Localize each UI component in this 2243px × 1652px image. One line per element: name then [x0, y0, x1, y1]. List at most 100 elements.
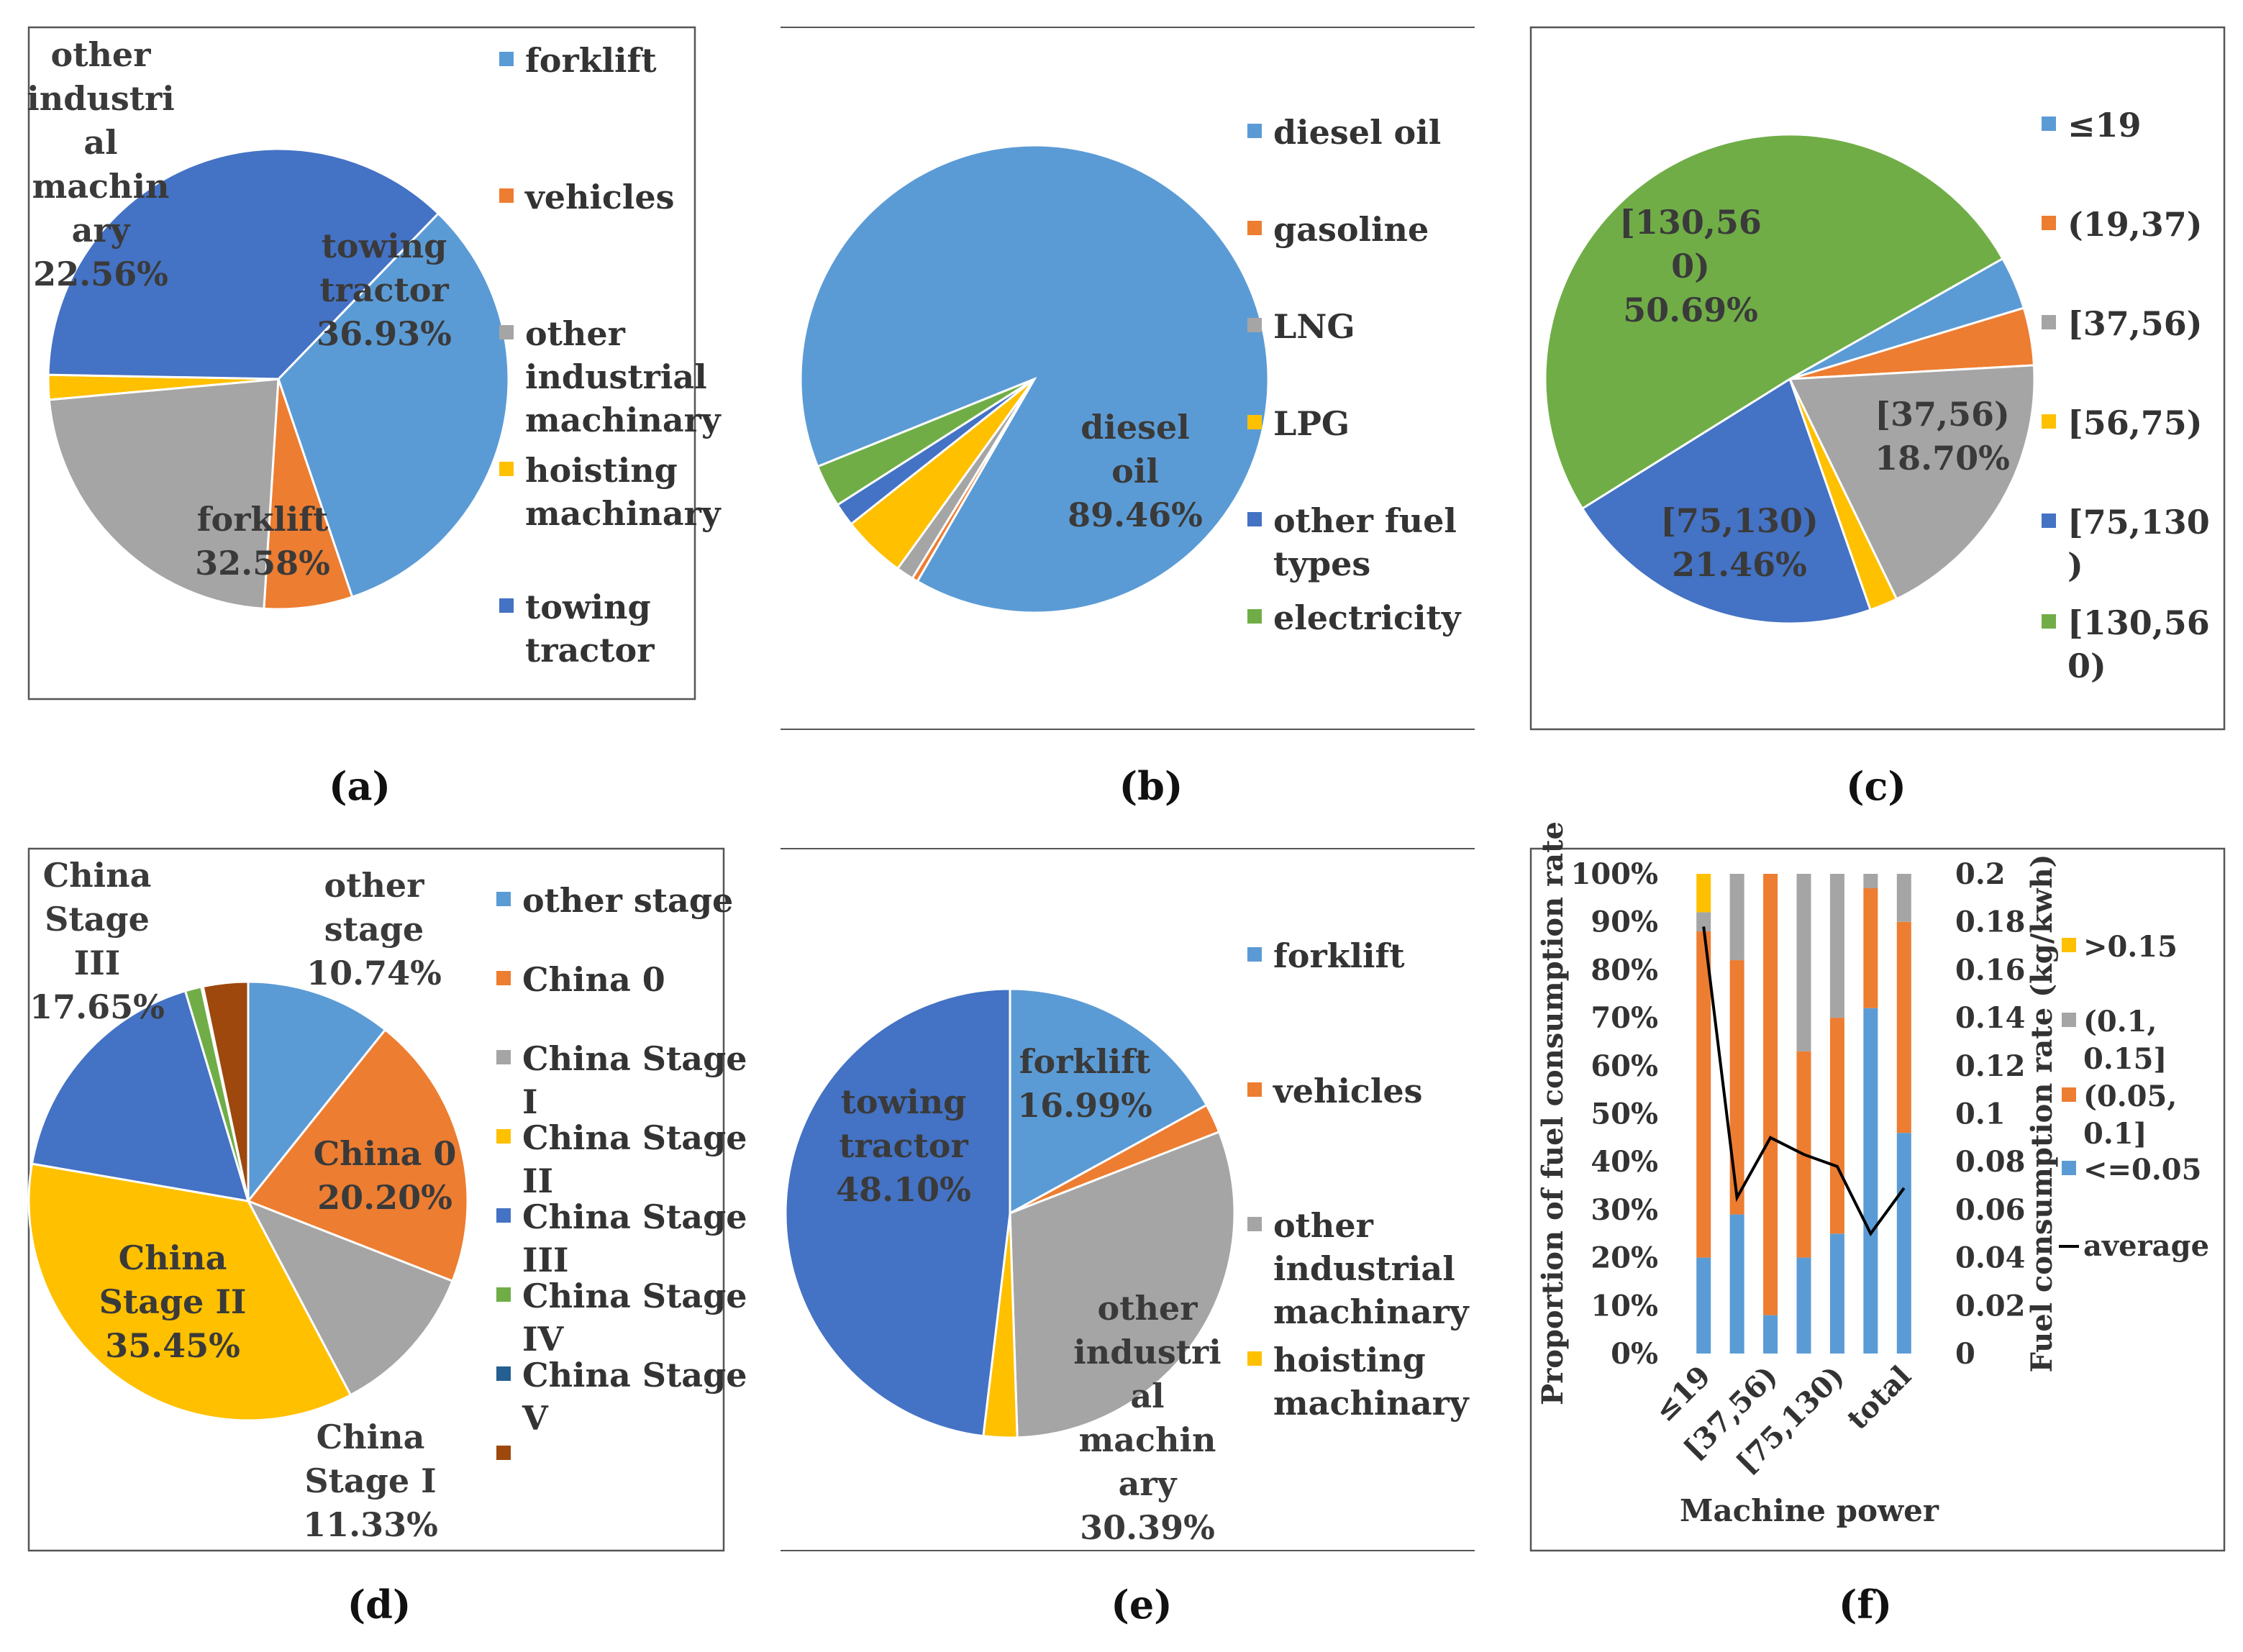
- panel-d-legend-swatch-1: [496, 971, 511, 985]
- panel-d-slice-1: [246, 1028, 469, 1283]
- panel-e-legend-label-3-line-0: hoisting: [1273, 1341, 1426, 1379]
- panel-c-data-label-2-line-0: [37,56): [1875, 395, 2010, 434]
- panel-d-slice-7: [201, 980, 250, 1202]
- panel-f-legend-label-1-line-1: 0.15]: [2083, 1042, 2167, 1076]
- panel-f-legend-swatch-1: [2062, 1013, 2076, 1027]
- panel-f-legend-swatch-2: [2062, 1087, 2076, 1102]
- panel-e-legend-label-2-line-1: industrial: [1273, 1249, 1455, 1288]
- panel-d-data-label-0-line-1: stage: [324, 910, 424, 949]
- panel-d-legend-swatch-3: [496, 1129, 511, 1144]
- panel-e-slice-4: [784, 987, 1011, 1438]
- panel-e-data-label-2-line-4: ary: [1119, 1464, 1178, 1503]
- panel-c-chart: [37,56) 18.70% [75,130) 21.46% [130,56 0) 50.6…: [1529, 26, 2226, 731]
- panel-d-data-label-2-line-1: Stage I: [304, 1461, 436, 1500]
- panel-e-legend-swatch-1: [1247, 1082, 1262, 1097]
- panel-c-data-label-5-line-0: [130,56: [1619, 203, 1762, 242]
- panel-c-legend-swatch-4: [2042, 514, 2056, 528]
- panel-f-average-line: [1702, 926, 1906, 1237]
- panel-c-legend-swatch-5: [2042, 614, 2056, 629]
- panel-d-legend-swatch-6: [496, 1366, 511, 1381]
- panel-e-slice-0: [1009, 987, 1209, 1215]
- panel-f-bar-0-series-1: [1696, 931, 1711, 1258]
- panel-d-data-label-2-line-0: China: [317, 1418, 425, 1456]
- panel-a-legend-label-4-line-0: towing: [525, 588, 651, 626]
- panel-f-xlabel: Machine power: [1680, 1493, 1939, 1528]
- panel-b-legend-swatch-2: [1247, 318, 1262, 332]
- panel-f-bar-1-series-0: [1729, 1214, 1744, 1354]
- panel-f-bar-3-series-0: [1796, 1257, 1811, 1354]
- panel-a-data-label-2-line-0: other: [51, 35, 152, 74]
- panel-f-legend-swatch-0: [2062, 938, 2076, 952]
- panel-d-legend-label-2-line-0: China Stage: [522, 1039, 747, 1078]
- panel-d-slice-3: [27, 1162, 352, 1422]
- panel-f-y2label: Fuel consumption rate (kg/kwh): [2025, 854, 2059, 1373]
- panel-d-legend-swatch-0: [496, 892, 511, 906]
- panel-a-data-label-4-line-0: towing: [322, 227, 447, 265]
- panel-b-data-label-0-line-1: oil: [1111, 452, 1159, 490]
- panel-f-bar-4-series-2: [1829, 874, 1844, 1018]
- panel-e-legend-swatch-3: [1247, 1351, 1262, 1366]
- panel-d-legend-swatch-5: [496, 1287, 511, 1302]
- panel-d-legend-label-1-line-0: China 0: [522, 960, 665, 999]
- panel-f-bar-4-series-1: [1829, 1018, 1844, 1234]
- panel-c-slice-2: [1788, 364, 2036, 601]
- panel-d-data-label-0-line-2: 10.74%: [306, 954, 442, 992]
- panel-a-legend-swatch-1: [499, 188, 514, 203]
- panel-d-data-label-1-line-0: China 0: [314, 1134, 457, 1173]
- panel-e-legend-label-1-line-0: vehicles: [1273, 1072, 1423, 1110]
- panel-f-legend-label-1-line-0: (0.1,: [2083, 1005, 2157, 1039]
- panel-d-legend-swatch-4: [496, 1208, 511, 1223]
- panel-f-frame: [1529, 847, 2226, 1552]
- panel-d-data-label-3-line-2: 35.45%: [105, 1326, 240, 1365]
- panel-f-bar-0-series-3: [1696, 874, 1711, 913]
- panel-f-bar-1-series-1: [1729, 960, 1744, 1215]
- panel-c-data-label-5-line-2: 50.69%: [1623, 291, 1758, 329]
- panel-a-legend-label-2-line-1: industrial: [525, 357, 707, 396]
- panel-f-bar-3-series-2: [1796, 874, 1811, 1051]
- panel-b-legend-label-2-line-0: LNG: [1273, 307, 1355, 346]
- panel-f-y2tick-3: 0.06: [1955, 1193, 2025, 1227]
- panel-f-ytick-10: 100%: [1570, 857, 1658, 891]
- caption-b: (b): [1119, 763, 1183, 809]
- caption-e: (e): [1111, 1582, 1172, 1628]
- panel-e-chart: forklift16.99%otherindustrialmachinary30…: [781, 848, 1475, 1551]
- panel-d-data-label-4-line-0: China: [43, 856, 152, 895]
- panel-f-ytick-0: 0%: [1611, 1337, 1658, 1371]
- panel-d-legend-label-5-line-1: IV: [522, 1320, 565, 1359]
- panel-a-slice-2: [47, 378, 280, 610]
- caption-d: (d): [347, 1582, 411, 1628]
- panel-f-y2tick-8: 0.16: [1955, 953, 2025, 987]
- panel-a-legend-label-2-line-0: other: [525, 314, 626, 353]
- panel-e-slice-2: [1009, 1130, 1236, 1439]
- panel-a-legend-swatch-4: [499, 598, 514, 613]
- panel-f-bar-0-series-0: [1696, 1257, 1711, 1354]
- panel-d-legend-label-0-line-0: other stage: [522, 881, 733, 920]
- panel-c-legend-label-2-line-0: [37,56): [2067, 304, 2203, 343]
- caption-a: (a): [329, 763, 391, 809]
- panel-f-legend-label-2-line-0: (0.05,: [2083, 1080, 2177, 1113]
- panel-a-legend-swatch-3: [499, 462, 514, 476]
- panel-e-data-label-2-line-1: industri: [1073, 1333, 1221, 1372]
- panel-f-bar-5-series-1: [1863, 888, 1878, 1008]
- panel-f-y2tick-1: 0.02: [1955, 1289, 2025, 1323]
- panel-a-data-label-2-line-4: ary: [72, 211, 131, 250]
- panel-c-legend-label-0-line-0: ≤19: [2067, 106, 2142, 145]
- panel-e-data-label-2-line-0: other: [1098, 1289, 1198, 1328]
- panel-e-data-label-4-line-1: tractor: [839, 1126, 968, 1165]
- panel-e-data-label-2-line-2: al: [1130, 1377, 1164, 1415]
- panel-d-chart: other stage 10.74% China 0 20.20% China Stage …: [27, 847, 747, 1552]
- panel-f-bar-6-series-0: [1896, 1133, 1911, 1354]
- panel-c-data-label-2-line-1: 18.70%: [1875, 439, 2010, 478]
- panel-e-data-label-2-line-5: 30.39%: [1080, 1508, 1215, 1547]
- panel-f-ytick-6: 60%: [1591, 1049, 1658, 1083]
- panel-f-legend-label-3-line-0: <=0.05: [2083, 1153, 2201, 1187]
- panel-e-legend-swatch-0: [1247, 947, 1262, 962]
- panel-a-data-label-4-line-2: 36.93%: [317, 314, 452, 353]
- panel-f-bar-5-series-2: [1863, 874, 1878, 889]
- panel-f-bar-6-series-2: [1896, 874, 1911, 922]
- panel-d-data-label-3-line-1: Stage II: [99, 1282, 247, 1321]
- panel-c-frame: [1529, 26, 2226, 731]
- panel-d-legend-label-3-line-1: II: [522, 1162, 553, 1200]
- panel-a-legend-swatch-0: [499, 52, 514, 66]
